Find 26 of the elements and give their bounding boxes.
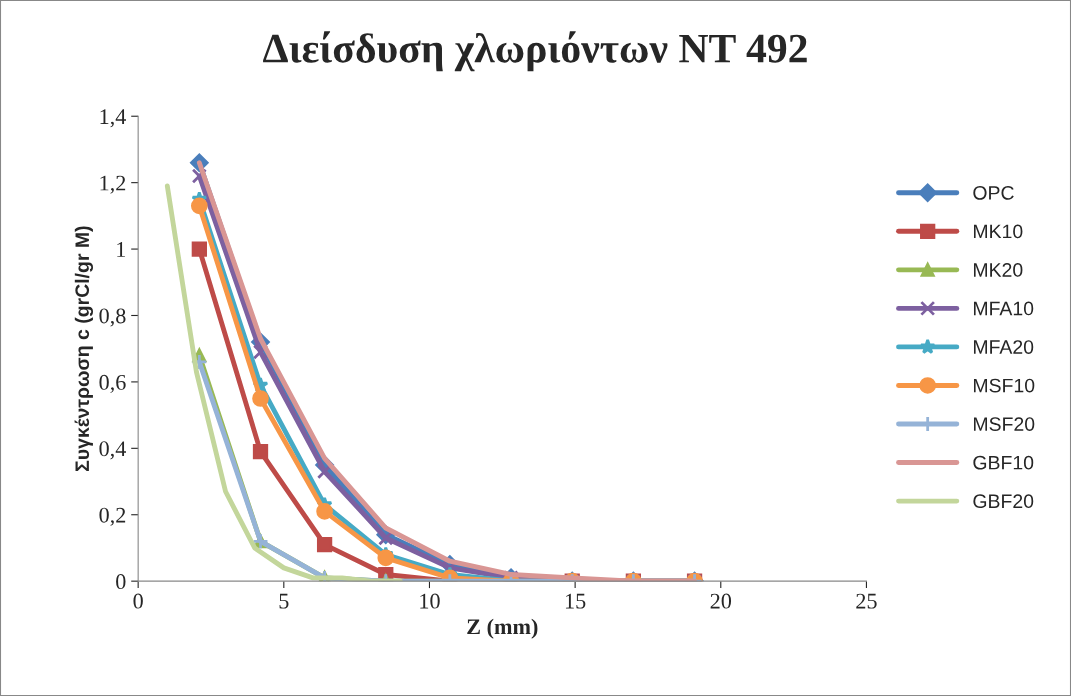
y-tick-label: 0,4 bbox=[99, 441, 127, 460]
x-tick-label: 15 bbox=[565, 593, 586, 609]
legend-label: OPC bbox=[973, 185, 1014, 200]
legend-label: MSF20 bbox=[973, 417, 1035, 431]
y-tick-label: 1,2 bbox=[100, 175, 126, 194]
legend-label: GBF20 bbox=[973, 494, 1034, 509]
x-tick-label: 20 bbox=[710, 593, 732, 609]
x-axis-title: Z (mm) bbox=[467, 618, 538, 639]
y-tick-label: 1,4 bbox=[100, 109, 127, 128]
y-tick-label: 0,2 bbox=[99, 507, 126, 526]
x-tick-label: 10 bbox=[420, 593, 440, 609]
y-tick-label: 1 bbox=[117, 242, 126, 257]
y-tick-label: 0,8 bbox=[99, 308, 126, 327]
chart-title: Διείσδυση χλωριόντων NT 492 bbox=[263, 31, 807, 72]
legend-label: MSF10 bbox=[973, 378, 1035, 393]
y-axis-title: Συγκέντρωση c (grCl/gr M) bbox=[74, 226, 94, 472]
legend-label: MK20 bbox=[973, 263, 1023, 277]
legend-label: MFA10 bbox=[973, 301, 1034, 316]
y-tick-label: 0,6 bbox=[99, 374, 126, 394]
legend-label: MK10 bbox=[973, 224, 1023, 239]
x-tick-label: 0 bbox=[133, 593, 143, 609]
legend-label: MFA20 bbox=[973, 340, 1034, 354]
x-tick-label: 5 bbox=[279, 593, 289, 609]
legend-label: GBF10 bbox=[973, 455, 1034, 470]
x-tick-label: 25 bbox=[856, 593, 877, 609]
y-tick-label: 0 bbox=[116, 574, 126, 590]
